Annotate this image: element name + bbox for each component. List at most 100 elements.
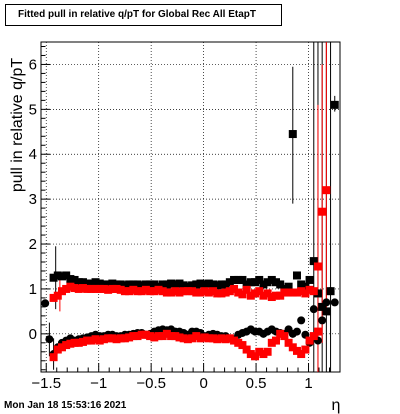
data-point (276, 329, 285, 338)
data-point (196, 334, 205, 343)
data-point (238, 290, 247, 299)
data-point (221, 280, 230, 289)
data-point (234, 288, 243, 297)
data-point (309, 305, 318, 314)
data-point (209, 287, 218, 296)
data-point (188, 287, 197, 296)
data-point (263, 278, 272, 287)
data-point (301, 345, 310, 354)
data-point (74, 278, 83, 287)
data-point (217, 280, 226, 289)
data-point (313, 262, 322, 271)
data-point (66, 282, 75, 291)
data-point (125, 287, 134, 296)
y-tick-label: 1 (29, 281, 37, 298)
data-point (267, 338, 276, 347)
data-point (259, 350, 268, 359)
data-point (104, 280, 113, 289)
data-point (125, 280, 134, 289)
data-point (318, 316, 327, 325)
data-point (318, 302, 327, 311)
data-point (104, 285, 113, 294)
data-point (246, 278, 255, 287)
data-point (49, 353, 58, 362)
data-point (99, 284, 108, 293)
data-point (45, 335, 54, 344)
data-point (83, 336, 92, 345)
data-point (209, 280, 218, 289)
data-point (87, 336, 96, 345)
data-point (146, 280, 155, 289)
x-tick-labels: −1.5 −1 −0.5 0 0.5 1 (31, 375, 312, 392)
data-point (272, 336, 281, 345)
x-axis-title: η (332, 397, 341, 414)
data-point (171, 332, 180, 341)
chart-title: Fitted pull in relative q/pT for Global … (5, 4, 282, 26)
data-point (179, 281, 188, 290)
data-point (242, 345, 251, 354)
data-point (70, 284, 79, 293)
data-point (74, 338, 83, 347)
data-point (251, 278, 260, 287)
data-point (167, 279, 176, 288)
data-point (284, 288, 293, 297)
data-point (204, 279, 213, 288)
data-point (91, 278, 100, 287)
y-tick-label: 3 (29, 191, 37, 208)
data-point (280, 332, 289, 341)
data-point (200, 333, 209, 342)
data-point (330, 298, 339, 307)
data-point (309, 257, 318, 266)
data-point (95, 279, 104, 288)
data-point (95, 284, 104, 293)
data-point (326, 287, 335, 296)
x-tick-label: −0.5 (136, 375, 166, 392)
data-point (91, 335, 100, 344)
data-point (309, 332, 318, 341)
data-point (292, 271, 301, 280)
data-point (150, 280, 159, 289)
data-point (112, 280, 121, 289)
data-point (192, 288, 201, 297)
data-point (120, 287, 129, 296)
x-tick-label: 0.5 (246, 375, 267, 392)
data-point (120, 281, 129, 290)
y-tick-labels: 0 1 2 3 4 5 6 (29, 56, 37, 342)
data-point (95, 336, 104, 345)
data-point (280, 288, 289, 297)
data-point (57, 287, 66, 296)
data-point (116, 334, 125, 343)
data-point (259, 280, 268, 289)
data-point (150, 287, 159, 296)
x-tick-label: −1.5 (31, 375, 61, 392)
data-point (192, 280, 201, 289)
data-point (259, 291, 268, 300)
data-point (217, 334, 226, 343)
data-point (146, 332, 155, 341)
data-point (330, 100, 339, 109)
data-point (120, 334, 129, 343)
data-point (200, 287, 209, 296)
data-point (99, 335, 108, 344)
data-point (225, 287, 234, 296)
data-point (217, 289, 226, 298)
data-point (288, 343, 297, 352)
data-point (183, 282, 192, 291)
data-point (146, 287, 155, 296)
data-point (74, 284, 83, 293)
data-point (292, 327, 301, 336)
data-point (129, 332, 138, 341)
data-point (167, 288, 176, 297)
data-point (158, 280, 167, 289)
data-point (188, 334, 197, 343)
data-point (263, 289, 272, 298)
data-point (213, 335, 222, 344)
y-tick-label: 6 (29, 56, 37, 73)
data-point (276, 280, 285, 289)
data-point (49, 293, 58, 302)
x-tick-label: 0 (199, 375, 207, 392)
data-point (179, 287, 188, 296)
data-point (301, 282, 310, 291)
data-point (108, 279, 117, 288)
data-point (322, 186, 331, 195)
